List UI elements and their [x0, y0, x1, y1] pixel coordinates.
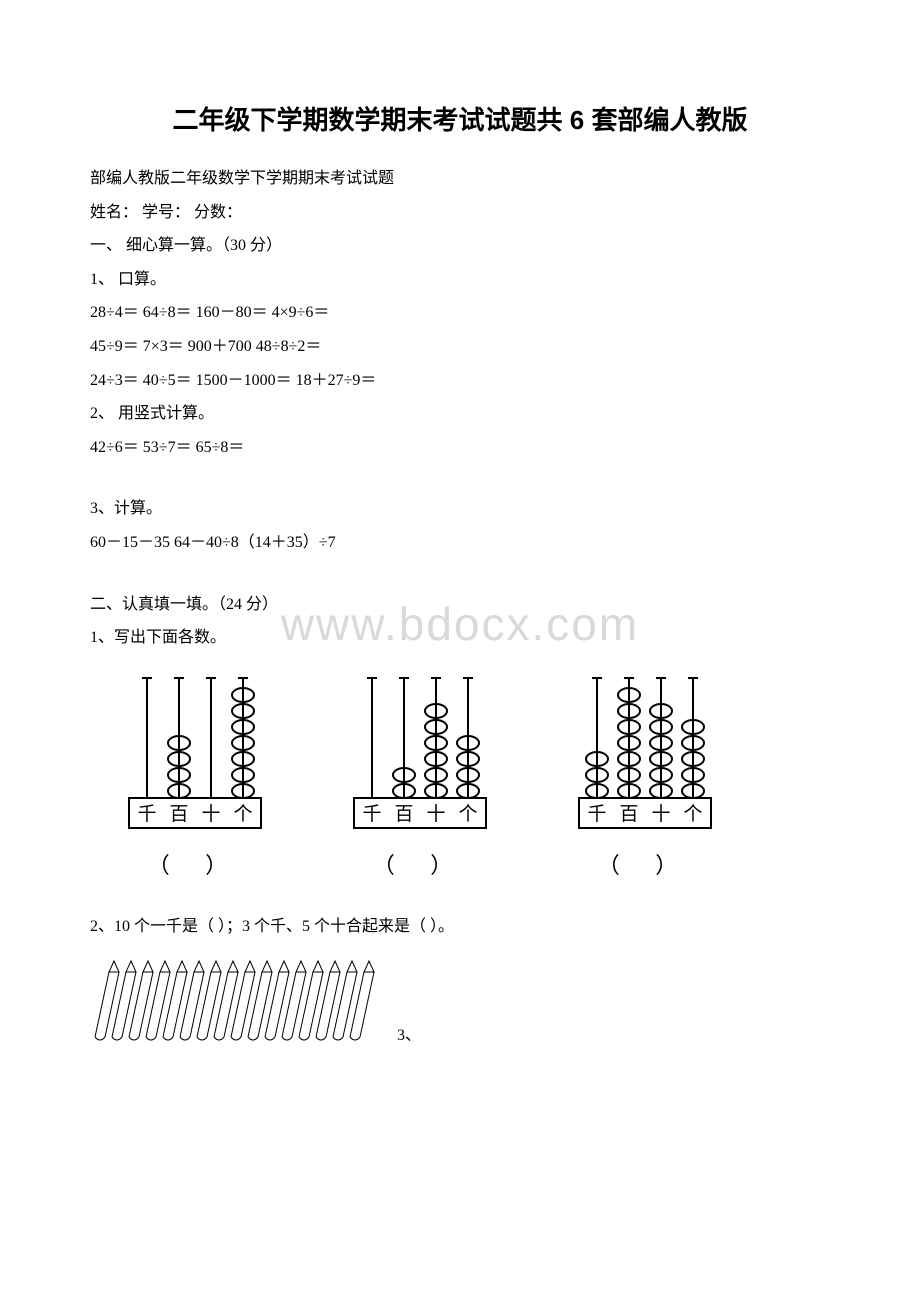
svg-text:百: 百 — [619, 804, 638, 825]
q1-label: 1、 口算。 — [90, 263, 830, 297]
q1-line1: 28÷4＝ 64÷8＝ 160－80＝ 4×9÷6＝ — [90, 296, 830, 330]
svg-text:千: 千 — [137, 803, 156, 825]
q2-line1: 42÷6＝ 53÷7＝ 65÷8＝ — [90, 431, 830, 465]
main-title: 二年级下学期数学期末考试试题共 6 套部编人教版 — [90, 100, 830, 137]
abacus-unit: 千百十个 （ ） — [340, 670, 500, 880]
abacus-icon: 千百十个 — [340, 670, 500, 840]
svg-text:百: 百 — [394, 804, 413, 825]
svg-text:个: 个 — [458, 803, 477, 825]
sec2-q3-suffix: 3、 — [397, 1021, 421, 1045]
header-fields: 姓名： 学号： 分数： — [90, 196, 830, 230]
svg-text:千: 千 — [362, 803, 381, 825]
q3-line1: 60－15－35 64－40÷8（14＋35）÷7 — [90, 526, 830, 560]
svg-text:十: 十 — [651, 803, 670, 825]
abacus-icon: 千百十个 — [565, 670, 725, 840]
abacus-answer-blank: （ ） — [148, 848, 243, 880]
q1-line2: 45÷9＝ 7×3＝ 900＋700 48÷8÷2＝ — [90, 330, 830, 364]
q2-label: 2、 用竖式计算。 — [90, 397, 830, 431]
sec2-q1-label: 1、写出下面各数。 — [90, 621, 830, 655]
svg-text:百: 百 — [169, 804, 188, 825]
sec2-q2: 2、10 个一千是（ ）；3 个千、5 个十合起来是（ ）。 — [90, 910, 830, 944]
abacus-unit: 千百十个 （ ） — [565, 670, 725, 880]
section2-heading: 二、认真填一填。（24 分） — [90, 588, 830, 622]
svg-text:个: 个 — [233, 803, 252, 825]
abacus-icon: 千百十个 — [115, 670, 275, 840]
svg-text:十: 十 — [426, 803, 445, 825]
subtitle: 部编人教版二年级数学下学期期末考试试题 — [90, 162, 830, 196]
section1-heading: 一、 细心算一算。（30 分） — [90, 229, 830, 263]
document-content: 二年级下学期数学期末考试试题共 6 套部编人教版 部编人教版二年级数学下学期期末… — [90, 100, 830, 1055]
svg-text:千: 千 — [587, 803, 606, 825]
abacus-row: 千百十个（ ）千百十个（ ）千百十个（ ） — [115, 670, 830, 880]
abacus-unit: 千百十个 （ ） — [115, 670, 275, 880]
svg-text:十: 十 — [201, 803, 220, 825]
pencils-image — [90, 955, 382, 1055]
abacus-answer-blank: （ ） — [598, 848, 693, 880]
pencils-row: 3、 — [90, 955, 830, 1055]
svg-text:个: 个 — [683, 803, 702, 825]
q3-label: 3、计算。 — [90, 492, 830, 526]
abacus-answer-blank: （ ） — [373, 848, 468, 880]
q1-line3: 24÷3＝ 40÷5＝ 1500－1000＝ 18＋27÷9＝ — [90, 364, 830, 398]
